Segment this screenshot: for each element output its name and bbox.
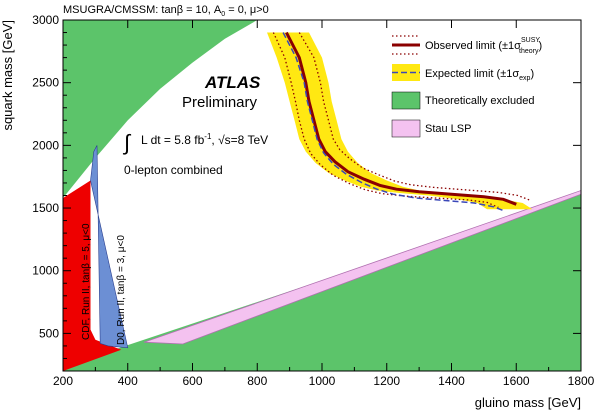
lumi-text: L dt = 5.8 fb-1, √s=8 TeV [141, 132, 268, 147]
x-tick-label-1400: 1400 [438, 374, 465, 388]
model-header-prefix: MSUGRA/CMSSM: tan [63, 4, 177, 16]
x-tick-label-800: 800 [247, 374, 267, 388]
d0-label: D0, Run II, tanβ = 3, μ<0 [116, 235, 127, 345]
observed-limit-line [285, 31, 517, 206]
x-tick-label-1000: 1000 [309, 374, 336, 388]
y-tick-label-1500: 1500 [32, 201, 59, 215]
legend-stau-label: Stau LSP [425, 123, 471, 135]
legend-stau-swatch [391, 119, 421, 138]
model-header-sub: 0 [221, 11, 225, 18]
legend-excluded: Theoretically excluded [391, 91, 534, 110]
channel-label: 0-lepton combined [124, 163, 223, 177]
x-tick-label-200: 200 [53, 374, 73, 388]
legend-expected-close: ) [530, 68, 534, 80]
model-header: MSUGRA/CMSSM: tanβ = 10, A0 = 0, μ>0 [63, 4, 269, 18]
y-tick-label-500: 500 [39, 326, 59, 340]
model-header-beta: β [177, 4, 183, 16]
y-tick-label-1000: 1000 [32, 264, 59, 278]
legend-observed-close: ) [539, 40, 543, 52]
lumi-text-main: L dt = 5.8 fb [141, 133, 205, 147]
lumi-text-sup: -1 [204, 132, 212, 141]
y-axis-label: squark mass [GeV] [0, 20, 15, 131]
lumi-integral: ∫ [122, 130, 132, 155]
legend-excluded-swatch [391, 91, 421, 110]
legend-observed-label: Observed limit (±1σSUSY theory) [425, 37, 542, 55]
legend-observed-sup: SUSY [521, 37, 540, 44]
excluded-region-upper [63, 20, 258, 198]
legend: Observed limit (±1σSUSY theory) Expected … [391, 35, 542, 138]
atlas-status: Preliminary [182, 94, 258, 111]
x-tick-label-1800: 1800 [568, 374, 595, 388]
y-tick-label-3000: 3000 [32, 13, 59, 27]
legend-excluded-label: Theoretically excluded [425, 95, 534, 107]
axis-ticks: 200 400 600 800 1000 1200 1400 1600 1800 500 1000 1… [32, 13, 594, 388]
stau-region [143, 190, 581, 345]
model-header-rest: = 0, μ>0 [225, 4, 269, 16]
x-axis-label: gluino mass [GeV] [475, 395, 581, 410]
cdf-label: CDF, Run II, tanβ = 5, μ<0 [81, 223, 92, 340]
expected-limit-line [282, 32, 504, 212]
legend-expected-main: Expected limit (±1σ [425, 68, 519, 80]
x-tick-label-400: 400 [118, 374, 138, 388]
model-header-eq: = 10, A [183, 4, 222, 16]
legend-observed-main: Observed limit (±1σ [425, 40, 521, 52]
legend-expected: Expected limit (±1σexp) [392, 64, 534, 82]
expected-band [267, 32, 533, 210]
x-tick-label-1200: 1200 [373, 374, 400, 388]
y-tick-label-2500: 2500 [32, 76, 59, 90]
x-tick-label-600: 600 [182, 374, 202, 388]
observed-plus-sigma-line [298, 32, 532, 202]
legend-stau: Stau LSP [391, 119, 471, 138]
cdf-region [63, 180, 122, 371]
y-tick-label-2000: 2000 [32, 138, 59, 152]
atlas-logo: ATLAS [204, 73, 261, 92]
x-tick-label-1600: 1600 [503, 374, 530, 388]
d0-region [90, 145, 129, 349]
legend-expected-label: Expected limit (±1σexp) [425, 68, 534, 82]
plot-area [63, 20, 581, 371]
legend-observed-sub: theory [519, 48, 539, 55]
legend-expected-sub: exp [519, 75, 530, 82]
lumi-text-rest: , √s=8 TeV [211, 133, 268, 147]
legend-observed: Observed limit (±1σSUSY theory) [392, 35, 542, 55]
